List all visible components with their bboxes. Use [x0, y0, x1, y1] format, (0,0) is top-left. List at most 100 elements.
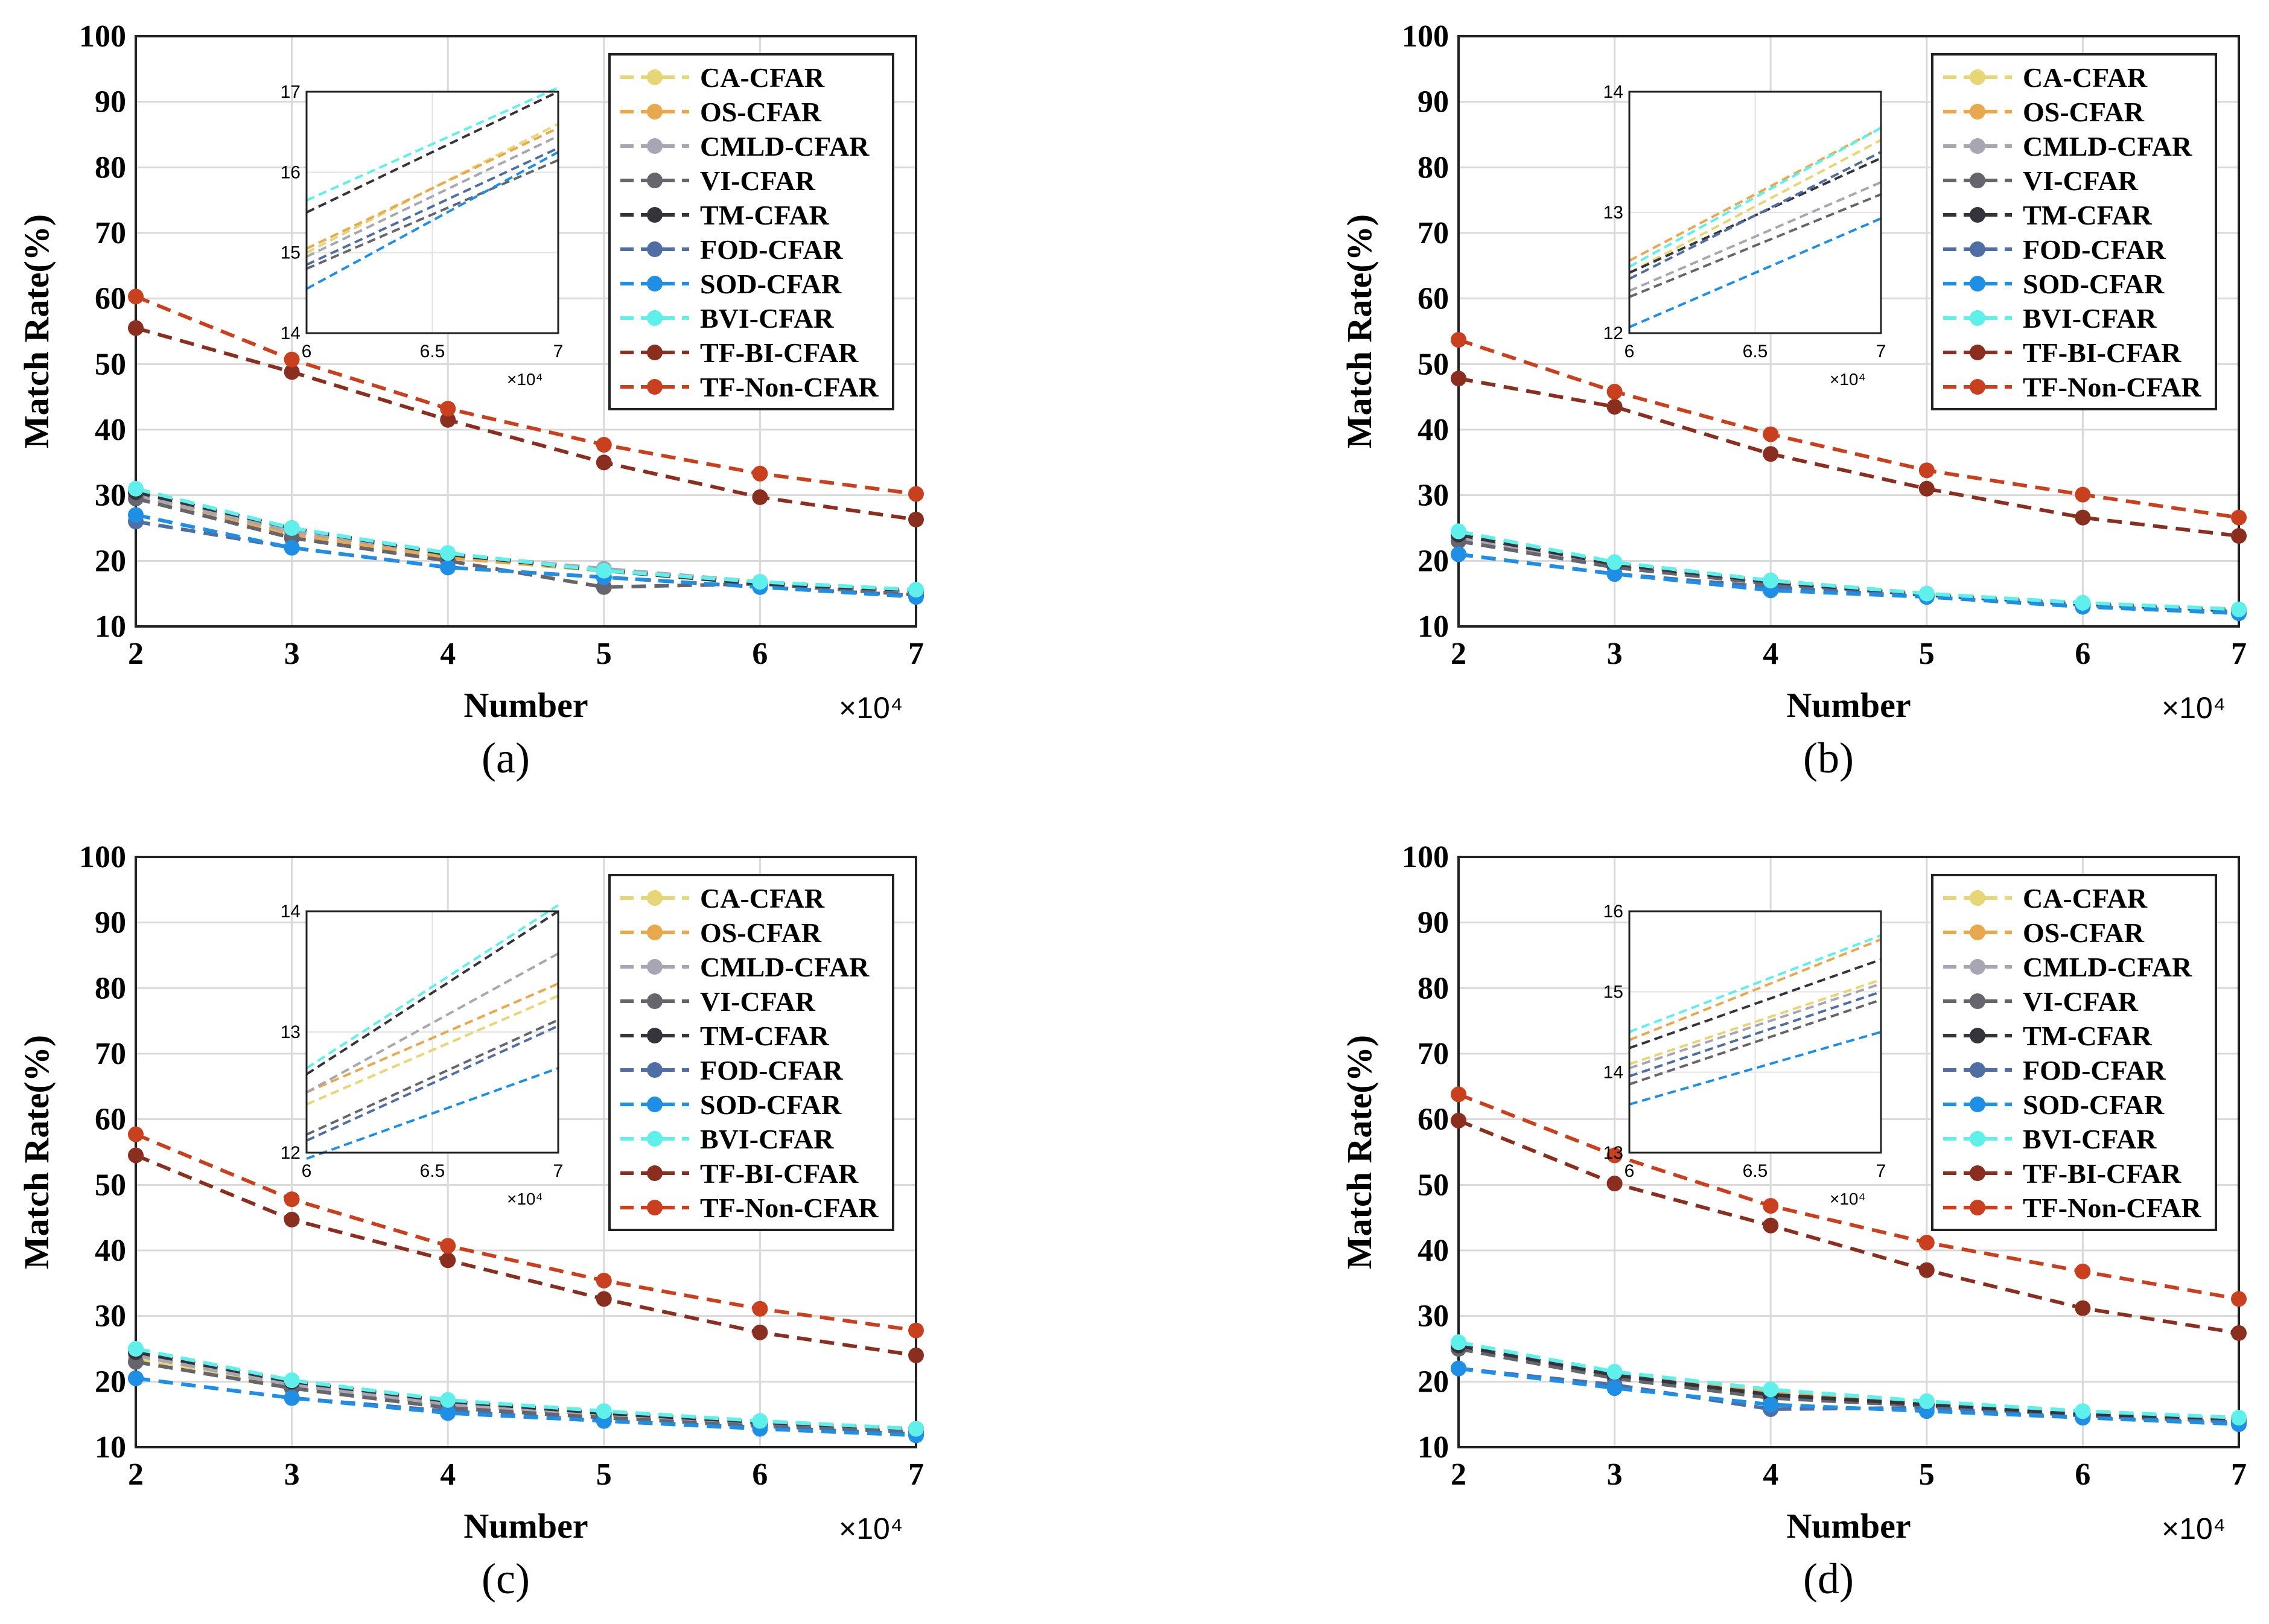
data-point: [440, 412, 456, 428]
series-line-cmld-cfar: [135, 1353, 917, 1433]
data-point: [596, 1403, 612, 1419]
legend-label: SOD-CFAR: [2023, 269, 2165, 299]
legend-label: TF-Non-CFAR: [700, 1193, 879, 1223]
inset-x-tick: 6: [302, 342, 312, 361]
subfigure-label: (a): [482, 734, 530, 782]
legend-label: CA-CFAR: [2023, 883, 2148, 914]
inset-series-sod-cfar: [306, 1067, 559, 1160]
data-point: [752, 574, 768, 590]
x-axis-label: Number: [463, 686, 588, 725]
legend-swatch-marker: [1970, 69, 1985, 85]
data-point: [440, 401, 456, 417]
legend-swatch-marker: [647, 345, 663, 360]
legend-label: FOD-CFAR: [2023, 234, 2166, 265]
legend-swatch-marker: [1970, 345, 1985, 360]
inset-y-tick: 17: [281, 82, 301, 102]
legend-label: TM-CFAR: [2023, 1021, 2153, 1051]
inset-series-ca-cfar: [1629, 139, 1882, 274]
legend-swatch-marker: [647, 959, 663, 975]
y-tick-label: 90: [95, 906, 126, 940]
x-axis-label: Number: [463, 1506, 588, 1546]
subfigure-label: (d): [1803, 1555, 1854, 1603]
y-tick-label: 90: [1418, 85, 1449, 119]
series-line-bvi-cfar: [135, 486, 917, 592]
x-tick-label: 7: [908, 1457, 924, 1492]
data-point: [1763, 446, 1779, 462]
legend-label: VI-CFAR: [2023, 165, 2139, 196]
x-tick-label: 6: [2075, 1457, 2090, 1492]
inset-series-fod-cfar: [306, 147, 559, 266]
y-tick-label: 10: [1418, 610, 1449, 644]
data-point: [440, 559, 456, 576]
data-point: [440, 1405, 456, 1421]
data-point: [752, 1301, 768, 1317]
inset-x-tick: 6.5: [1743, 342, 1768, 361]
inset-multiplier: ×10⁴: [1830, 370, 1866, 389]
x-tick-label: 2: [128, 1457, 144, 1492]
y-tick-label: 20: [1418, 544, 1449, 578]
inset-series-ca-cfar: [306, 995, 559, 1106]
y-tick-label: 100: [1402, 840, 1449, 874]
x-multiplier: ×10⁴: [839, 1512, 903, 1546]
chart-panel-3: 10 20 30 40 50 60 70 80 90 100 2 3 4 5 6 7 Number Match R…: [17, 840, 924, 1603]
inset-series-cmld-cfar: [306, 952, 559, 1094]
data-point: [1606, 1147, 1623, 1164]
y-tick-label: 10: [95, 610, 126, 644]
inset-series-bvi-cfar: [1629, 934, 1882, 1033]
data-point: [284, 364, 300, 380]
data-point: [1451, 371, 1466, 387]
data-point: [1451, 1334, 1466, 1351]
legend-label: CA-CFAR: [2023, 62, 2148, 93]
inset-zoom: 14 15 16 17 6 6.5 7 ×10⁴: [281, 82, 564, 389]
legend-label: TF-BI-CFAR: [2023, 1158, 2181, 1189]
legend-swatch-marker: [1970, 1028, 1985, 1043]
inset-series-bvi-cfar: [1629, 127, 1882, 268]
y-tick-label: 60: [95, 282, 126, 316]
x-tick-label: 6: [752, 637, 768, 671]
inset-y-tick: 15: [1603, 982, 1623, 1002]
y-tick-label: 100: [79, 840, 126, 874]
inset-y-tick: 12: [1603, 323, 1623, 343]
inset-series-vi-cfar: [306, 159, 559, 270]
legend-label: CA-CFAR: [700, 62, 825, 93]
data-point: [1918, 585, 1935, 602]
y-tick-label: 80: [1418, 150, 1449, 185]
data-point: [1763, 426, 1779, 442]
inset-y-tick: 12: [281, 1143, 301, 1163]
data-point: [1606, 398, 1623, 415]
data-point: [2231, 1410, 2247, 1426]
legend-swatch-marker: [1970, 104, 1985, 119]
data-point: [908, 582, 924, 598]
legend-swatch-marker: [647, 890, 663, 906]
inset-series-vi-cfar: [1629, 193, 1882, 298]
inset-y-tick: 13: [281, 1022, 301, 1042]
chart-panel-2: 10 20 30 40 50 60 70 80 90 100 2 3 4 5 6 7 Number Match R…: [1340, 19, 2247, 782]
data-point: [128, 507, 144, 523]
series-line-tf-non-cfar: [135, 295, 917, 496]
legend-label: OS-CFAR: [700, 917, 822, 948]
legend-swatch-marker: [1970, 379, 1985, 395]
y-axis-label: Match Rate(%): [1340, 214, 1379, 448]
legend-label: BVI-CFAR: [700, 1124, 834, 1154]
legend-label: SOD-CFAR: [700, 1089, 842, 1120]
legend-label: VI-CFAR: [700, 165, 816, 196]
x-tick-label: 7: [908, 637, 924, 671]
y-tick-label: 10: [1418, 1430, 1449, 1465]
y-tick-label: 40: [1418, 413, 1449, 447]
legend-label: TF-BI-CFAR: [2023, 337, 2181, 368]
inset-x-tick: 6: [1625, 1161, 1635, 1181]
inset-series-os-cfar: [306, 982, 559, 1094]
legend-label: OS-CFAR: [700, 97, 822, 127]
x-tick-label: 6: [752, 1457, 768, 1492]
data-point: [128, 480, 144, 497]
data-point: [908, 1322, 924, 1339]
inset-series-bvi-cfar: [305, 904, 559, 1069]
legend-label: CA-CFAR: [700, 883, 825, 914]
data-point: [284, 520, 300, 536]
series-line-sod-cfar: [135, 513, 917, 599]
data-point: [1451, 1360, 1466, 1377]
inset-zoom: 12 13 14 6 6.5 7 ×10⁴: [1603, 82, 1886, 389]
legend-swatch-marker: [647, 1165, 663, 1181]
legend-label: CMLD-CFAR: [2023, 131, 2192, 162]
data-point: [1918, 480, 1935, 497]
